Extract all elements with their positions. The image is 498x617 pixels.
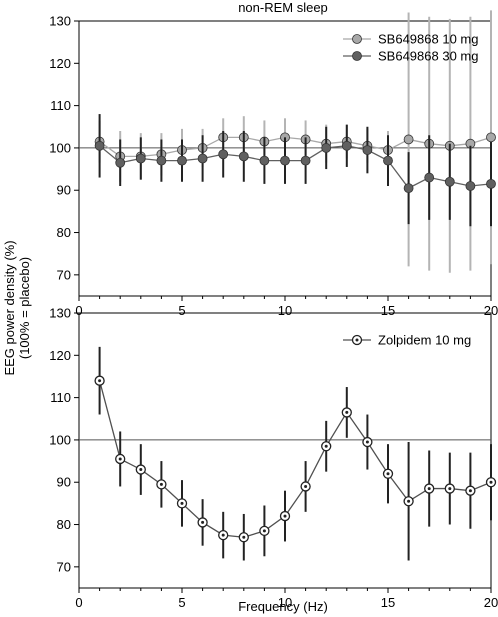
data-point-center: [98, 379, 102, 383]
y-tick-label: 80: [57, 225, 71, 240]
data-point: [259, 155, 270, 166]
x-tick-label: 20: [484, 303, 498, 318]
y-tick-label: 90: [57, 475, 71, 490]
data-point: [486, 132, 496, 143]
data-point-center: [386, 472, 390, 476]
data-point: [156, 155, 167, 166]
data-point-center: [262, 529, 266, 533]
y-tick-label: 110: [50, 390, 71, 405]
data-point: [403, 183, 414, 194]
y-tick-label: 90: [57, 183, 71, 198]
y-tick-label: 100: [49, 432, 71, 447]
data-point-center: [180, 501, 184, 505]
data-point: [403, 134, 414, 145]
data-point: [238, 151, 249, 162]
data-point: [486, 178, 496, 189]
legend-entry: SB649868 10 mg: [343, 32, 478, 47]
data-point: [465, 181, 476, 191]
data-point: [300, 155, 311, 166]
y-tick-label: 70: [57, 267, 71, 282]
data-point-center: [427, 487, 431, 491]
series-zolpidem-10-mg: [94, 346, 497, 561]
data-point: [115, 157, 126, 168]
data-point-center: [365, 440, 369, 444]
x-tick-label: 10: [278, 595, 292, 610]
legend-marker-center: [355, 338, 359, 342]
data-point-center: [324, 444, 328, 448]
x-tick-label: 15: [381, 303, 395, 318]
y-axis-label-line2: (100% = placebo): [17, 257, 32, 359]
x-tick-label: 5: [178, 303, 185, 318]
data-point: [135, 153, 146, 164]
data-point-center: [139, 468, 143, 472]
data-point-center: [345, 410, 349, 414]
x-tick-label: 15: [381, 595, 395, 610]
data-point: [362, 145, 373, 155]
x-tick-label: 0: [75, 595, 82, 610]
data-point-center: [159, 482, 163, 486]
y-tick-label: 100: [49, 140, 71, 155]
y-tick-label: 80: [57, 517, 71, 532]
data-point: [424, 172, 435, 183]
data-point: [444, 176, 455, 187]
data-point: [341, 140, 352, 151]
data-point-center: [448, 487, 452, 491]
data-point-center: [283, 514, 287, 518]
legend-label: SB649868 30 mg: [378, 49, 478, 64]
data-point: [218, 149, 229, 160]
data-point: [177, 155, 187, 166]
y-tick-label: 70: [57, 559, 71, 574]
x-axis-label: Frequency (Hz): [238, 599, 328, 614]
data-point-center: [489, 480, 493, 484]
panel-non-rem-sleep: 70 80 90 100 110 120 130 0 5 10 15 20 SB649868 10 mg…: [49, 10, 498, 318]
y-tick-label: 130: [49, 306, 71, 321]
x-tick-label: 5: [178, 595, 185, 610]
series-line: [98, 380, 492, 538]
legend-entry: Zolpidem 10 mg: [343, 333, 471, 348]
x-tick-label: 10: [278, 303, 292, 318]
legend-label: Zolpidem 10 mg: [378, 333, 471, 348]
data-point-center: [407, 499, 411, 503]
y-tick-label: 120: [49, 348, 71, 363]
data-point-center: [221, 533, 225, 537]
data-point-center: [242, 535, 246, 539]
data-point: [383, 155, 393, 166]
data-point-center: [118, 457, 122, 461]
legend-marker: [352, 34, 362, 44]
y-tick-label: 110: [50, 98, 71, 113]
data-point-center: [304, 484, 308, 488]
x-tick-label: 0: [75, 303, 82, 318]
data-point: [321, 143, 332, 153]
legend-label: SB649868 10 mg: [378, 32, 478, 47]
y-tick-label: 130: [49, 14, 71, 29]
legend-marker: [352, 51, 362, 61]
y-axis-label-line1: EEG power density (%): [2, 240, 17, 375]
data-point: [197, 153, 208, 164]
data-point: [280, 155, 290, 166]
data-point: [94, 140, 105, 151]
y-tick-label: 120: [49, 56, 71, 71]
data-point-center: [201, 520, 205, 524]
chart-title: non-REM sleep: [238, 0, 328, 15]
legend-entry: SB649868 30 mg: [343, 49, 478, 64]
data-point-center: [468, 489, 472, 493]
shared-y-axis-label: EEG power density (%) (100% = placebo): [2, 240, 32, 375]
series-sb649868-30-mg: [94, 114, 496, 227]
x-tick-label: 20: [484, 595, 498, 610]
